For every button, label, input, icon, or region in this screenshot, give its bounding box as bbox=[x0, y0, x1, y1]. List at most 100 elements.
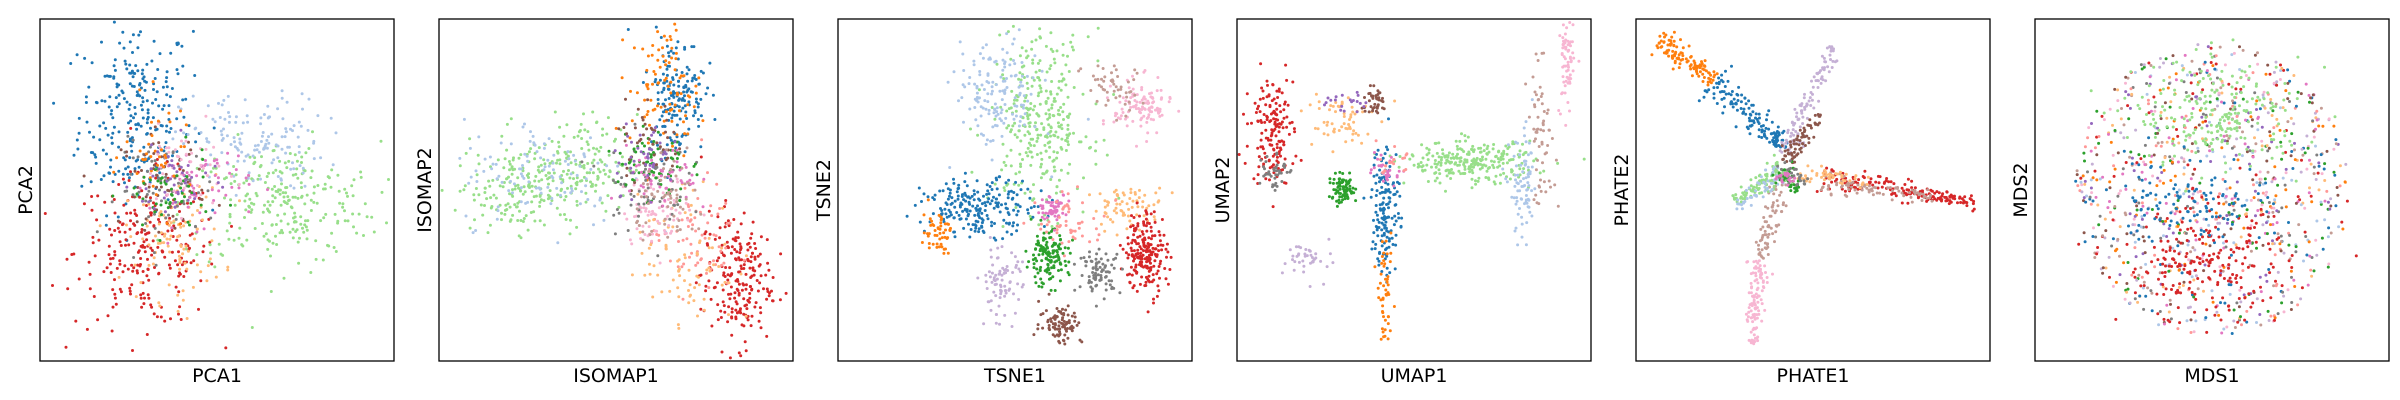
scatter-point bbox=[996, 246, 1000, 250]
scatter-point bbox=[1135, 271, 1139, 275]
scatter-point bbox=[275, 243, 279, 246]
scatter-point bbox=[154, 98, 158, 101]
scatter-point bbox=[1505, 180, 1509, 184]
scatter-point bbox=[1143, 193, 1147, 197]
scatter-point bbox=[1046, 263, 1050, 267]
scatter-point bbox=[662, 162, 666, 166]
scatter-point bbox=[125, 150, 129, 154]
scatter-point bbox=[1096, 26, 1100, 30]
scatter-point bbox=[464, 151, 468, 155]
scatter-point bbox=[968, 76, 972, 79]
scatter-point bbox=[1155, 89, 1159, 93]
scatter-point bbox=[1044, 101, 1048, 105]
scatter-point bbox=[180, 191, 184, 195]
scatter-point bbox=[240, 243, 244, 247]
scatter-point bbox=[612, 213, 616, 217]
scatter-point bbox=[207, 260, 211, 264]
scatter-point bbox=[234, 115, 238, 119]
scatter-point bbox=[646, 213, 650, 217]
scatter-point bbox=[675, 196, 679, 200]
scatter-point bbox=[1022, 221, 1026, 225]
scatter-point bbox=[287, 159, 291, 163]
scatter-point bbox=[142, 145, 146, 149]
scatter-point bbox=[177, 105, 180, 109]
scatter-point bbox=[126, 199, 129, 203]
scatter-point bbox=[261, 210, 265, 214]
scatter-point bbox=[135, 172, 139, 175]
scatter-point bbox=[194, 126, 198, 130]
scatter-point bbox=[655, 163, 658, 167]
scatter-point bbox=[765, 238, 769, 242]
scatter-point bbox=[1023, 123, 1026, 127]
scatter-point bbox=[748, 292, 752, 295]
scatter-point bbox=[1005, 126, 1009, 130]
scatter-point bbox=[640, 141, 644, 145]
scatter-point bbox=[569, 150, 572, 154]
scatter-point bbox=[334, 250, 338, 253]
scatter-point bbox=[1075, 323, 1079, 327]
scatter-point bbox=[948, 210, 952, 214]
scatter-point bbox=[986, 300, 990, 304]
scatter-point bbox=[1494, 154, 1498, 158]
scatter-point bbox=[482, 169, 486, 173]
scatter-point bbox=[1007, 190, 1011, 194]
scatter-point bbox=[598, 196, 602, 200]
scatter-point bbox=[1482, 149, 1486, 153]
scatter-point bbox=[217, 164, 221, 168]
scatter-point bbox=[983, 209, 987, 212]
scatter-point bbox=[964, 193, 968, 197]
scatter-point bbox=[113, 253, 117, 257]
scatter-point bbox=[1014, 109, 1018, 113]
scatter-point bbox=[122, 203, 126, 207]
scatter-point bbox=[1013, 311, 1017, 315]
scatter-point bbox=[1457, 169, 1461, 173]
scatter-point bbox=[637, 214, 640, 218]
scatter-point bbox=[1060, 72, 1064, 76]
scatter-point bbox=[136, 231, 140, 235]
scatter-point bbox=[1524, 162, 1528, 166]
scatter-point bbox=[663, 229, 666, 232]
scatter-point bbox=[933, 193, 937, 197]
scatter-point bbox=[980, 211, 984, 215]
scatter-point bbox=[111, 116, 115, 120]
scatter-point bbox=[684, 110, 688, 114]
scatter-point bbox=[681, 97, 685, 101]
scatter-point bbox=[510, 165, 514, 169]
scatter-point bbox=[677, 84, 681, 88]
scatter-point bbox=[719, 316, 723, 319]
scatter-point bbox=[154, 263, 158, 267]
scatter-point bbox=[1565, 26, 1569, 30]
scatter-point bbox=[673, 22, 677, 26]
scatter-point bbox=[940, 236, 944, 240]
scatter-point bbox=[507, 189, 511, 193]
scatter-point bbox=[1560, 53, 1564, 57]
scatter-point bbox=[532, 195, 536, 199]
scatter-point bbox=[663, 199, 667, 202]
scatter-point bbox=[341, 205, 345, 209]
scatter-point bbox=[624, 122, 628, 126]
scatter-point bbox=[1150, 91, 1153, 95]
scatter-point bbox=[697, 76, 701, 80]
scatter-point bbox=[697, 82, 701, 86]
scatter-point bbox=[299, 181, 303, 185]
scatter-point bbox=[593, 152, 597, 156]
scatter-point bbox=[1034, 121, 1037, 125]
scatter-point bbox=[1547, 179, 1551, 183]
scatter-point bbox=[234, 120, 238, 124]
scatter-point bbox=[676, 323, 680, 327]
scatter-point bbox=[181, 252, 185, 256]
scatter-point bbox=[182, 275, 186, 278]
scatter-point bbox=[141, 245, 144, 249]
scatter-point bbox=[690, 251, 694, 255]
scatter-point bbox=[1561, 65, 1565, 69]
scatter-point bbox=[269, 254, 272, 258]
scatter-point bbox=[1076, 185, 1079, 189]
scatter-point bbox=[1142, 214, 1146, 218]
scatter-point bbox=[1100, 85, 1103, 89]
scatter-point bbox=[721, 300, 725, 304]
scatter-point bbox=[1044, 211, 1048, 215]
scatter-point bbox=[195, 174, 199, 178]
scatter-point bbox=[140, 108, 144, 112]
scatter-point bbox=[667, 87, 671, 91]
scatter-point bbox=[967, 201, 971, 204]
